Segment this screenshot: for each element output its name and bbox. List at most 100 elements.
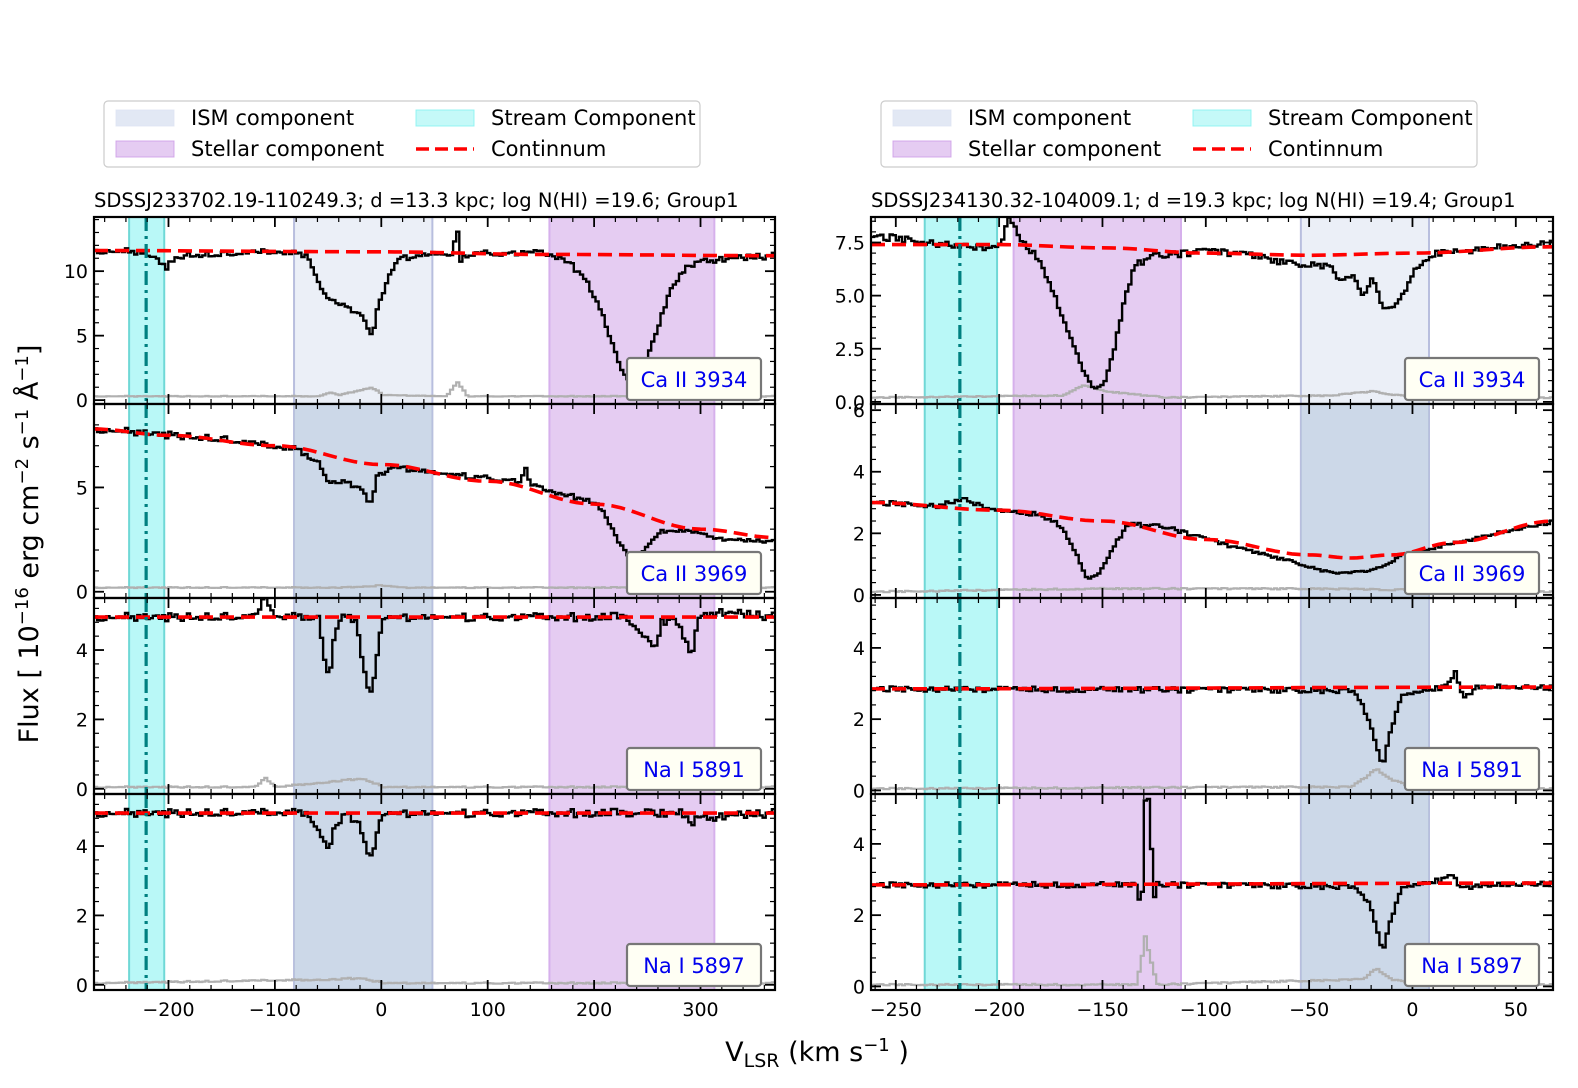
plot-area bbox=[871, 404, 1553, 598]
y-tick-label: 4 bbox=[76, 836, 88, 858]
legend-label-stellar: Stellar component bbox=[191, 137, 384, 161]
y-tick-label: 2 bbox=[853, 523, 865, 545]
ism-band bbox=[294, 217, 433, 404]
axes-frame bbox=[869, 792, 1555, 992]
y-tick-label: 0 bbox=[76, 975, 88, 997]
x-tick-label: −150 bbox=[1076, 999, 1128, 1021]
line-label-box bbox=[1403, 550, 1541, 596]
y-tick-label: 2 bbox=[76, 905, 88, 927]
line-label: Ca II 3934 bbox=[641, 368, 748, 392]
y-tick-label: 0 bbox=[76, 582, 88, 604]
panel-title: SDSSJ234130.32-104009.1; d =19.3 kpc; lo… bbox=[871, 189, 1516, 212]
y-tick-label: 5 bbox=[76, 326, 88, 348]
y-tick-label: 0 bbox=[853, 976, 865, 998]
x-tick-label: −100 bbox=[1180, 999, 1232, 1021]
ism-band-shade bbox=[294, 404, 433, 598]
legend-label-stellar: Stellar component bbox=[968, 137, 1161, 161]
subplot-ca-ii-3969: 0 5 Ca II 3969 bbox=[76, 402, 777, 604]
legend-label-ism: ISM component bbox=[191, 106, 354, 130]
legend-frame bbox=[103, 100, 701, 168]
x-tick-label: 0 bbox=[375, 999, 387, 1021]
legend-swatch-stream bbox=[415, 109, 475, 127]
subplot-ca-ii-3969: 0 2 4 6 Ca II 3969 bbox=[853, 400, 1555, 607]
plot-area bbox=[871, 794, 1553, 990]
legend-label-continuum: Continnum bbox=[491, 137, 606, 161]
legend-swatch-ism bbox=[892, 109, 952, 127]
line-label-box bbox=[1403, 746, 1541, 792]
legend-frame bbox=[880, 100, 1478, 168]
y-tick-label: 5 bbox=[76, 477, 88, 499]
y-tick-label: 2 bbox=[853, 709, 865, 731]
continuum-line bbox=[871, 242, 1553, 258]
subplot-ca-ii-3934: 0 5 10 Ca II 3934 bbox=[64, 215, 777, 412]
y-tick-label: 0 bbox=[853, 780, 865, 802]
panel-title: SDSSJ233702.19-110249.3; d =13.3 kpc; lo… bbox=[94, 189, 739, 212]
subplot-ca-ii-3934: 0.0 2.5 5.0 7.5 Ca II 3934 bbox=[835, 215, 1555, 414]
legend-label-stream: Stream Component bbox=[1268, 106, 1473, 130]
y-tick-label: 4 bbox=[853, 638, 865, 660]
legend-label-continuum: Continnum bbox=[1268, 137, 1383, 161]
line-label-box bbox=[1403, 942, 1541, 988]
x-tick-label: 300 bbox=[682, 999, 718, 1021]
ism-band bbox=[294, 598, 433, 794]
line-label: Na I 5897 bbox=[643, 954, 745, 978]
y-tick-label: 0.0 bbox=[835, 392, 865, 414]
x-axis-label: VLSR (km s−1 ) bbox=[725, 1035, 909, 1072]
line-label: Na I 5897 bbox=[1421, 954, 1523, 978]
continuum-line bbox=[94, 427, 775, 540]
line-label: Ca II 3934 bbox=[1419, 368, 1526, 392]
flux-spectrum bbox=[871, 217, 1553, 390]
plot-area bbox=[94, 404, 775, 598]
y-tick-label: 10 bbox=[64, 261, 88, 283]
subplot-na-i-5891: 0 2 4 Na I 5891 bbox=[853, 596, 1555, 802]
y-tick-label: 5.0 bbox=[835, 286, 865, 308]
plot-area bbox=[94, 794, 775, 990]
subplot-na-i-5891: 0 2 4 Na I 5891 bbox=[76, 596, 777, 801]
y-tick-label: 4 bbox=[853, 834, 865, 856]
legend-swatch-ism bbox=[115, 109, 175, 127]
line-label: Ca II 3969 bbox=[641, 562, 748, 586]
x-tick-label: 200 bbox=[576, 999, 612, 1021]
y-tick-label: 0 bbox=[76, 779, 88, 801]
continuum-line bbox=[871, 500, 1553, 560]
legend: ISM component Stream Component Stellar com… bbox=[880, 100, 1478, 168]
legend-label-stream: Stream Component bbox=[491, 106, 696, 130]
legend-swatch-stellar bbox=[115, 140, 175, 158]
x-tick-label: 100 bbox=[470, 999, 506, 1021]
legend-label-ism: ISM component bbox=[968, 106, 1131, 130]
x-tick-label: −250 bbox=[870, 999, 922, 1021]
panel-2: ISM component Stream Component Stellar com… bbox=[835, 100, 1555, 1021]
legend: ISM component Stream Component Stellar com… bbox=[103, 100, 701, 168]
y-axis-label: Flux [ 10−16 erg cm−2 s−1 Å−1] bbox=[12, 345, 45, 744]
line-label: Na I 5891 bbox=[643, 758, 745, 782]
axes-frame bbox=[92, 792, 777, 992]
subplot-na-i-5897: 0 2 4 Na I 5897 bbox=[853, 792, 1555, 998]
y-tick-label: 7.5 bbox=[835, 233, 865, 255]
ism-band bbox=[294, 404, 433, 598]
y-tick-label: 0 bbox=[76, 390, 88, 412]
x-tick-label: −200 bbox=[973, 999, 1025, 1021]
subplot-na-i-5897: 0 2 4 Na I 5897 bbox=[76, 792, 777, 997]
flux-spectrum bbox=[94, 230, 775, 385]
plot-area bbox=[871, 217, 1553, 404]
line-label: Na I 5891 bbox=[1421, 758, 1523, 782]
continuum-line bbox=[94, 248, 775, 258]
x-tick-label: 50 bbox=[1504, 999, 1528, 1021]
legend-swatch-stellar bbox=[892, 140, 952, 158]
stellar-band bbox=[1013, 217, 1181, 404]
panels-layer: ISM component Stream Component Stellar com… bbox=[64, 100, 1555, 1021]
x-tick-label: −200 bbox=[142, 999, 194, 1021]
stellar-band bbox=[1013, 404, 1181, 598]
line-label-box bbox=[625, 550, 763, 596]
continuum-line bbox=[871, 685, 1553, 691]
y-tick-label: 2 bbox=[853, 905, 865, 927]
ism-band-shade bbox=[294, 598, 433, 794]
continuum-line bbox=[871, 881, 1553, 887]
y-tick-label: 2 bbox=[76, 709, 88, 731]
y-tick-label: 2.5 bbox=[835, 339, 865, 361]
line-label-box bbox=[625, 746, 763, 792]
line-label-box bbox=[625, 356, 763, 402]
line-label-box bbox=[625, 942, 763, 988]
y-tick-label: 0 bbox=[853, 585, 865, 607]
